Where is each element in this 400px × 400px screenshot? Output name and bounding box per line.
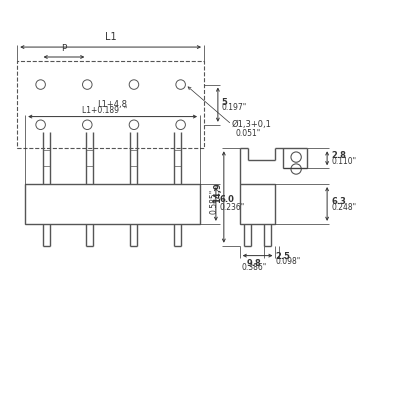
Text: L1+0.189  ": L1+0.189 ": [82, 106, 127, 115]
Text: 9.8: 9.8: [246, 259, 261, 268]
Text: 14,9: 14,9: [213, 183, 222, 204]
Text: 6.3: 6.3: [331, 197, 346, 206]
Text: 0.110": 0.110": [331, 157, 356, 166]
Text: L1+4,8: L1+4,8: [98, 100, 128, 110]
Bar: [240, 184, 276, 224]
Bar: [17, 61, 204, 148]
Text: 2.8: 2.8: [331, 152, 346, 160]
Text: Ø1,3+0,1: Ø1,3+0,1: [232, 120, 272, 129]
Text: 6.0: 6.0: [220, 196, 235, 204]
Text: 0.098": 0.098": [276, 257, 301, 266]
Text: 2.5: 2.5: [276, 252, 290, 261]
Text: 0.248": 0.248": [331, 203, 356, 212]
Text: 0.585": 0.585": [210, 188, 218, 214]
Text: 5: 5: [222, 98, 228, 107]
Text: 0.236": 0.236": [220, 204, 245, 212]
Text: 0.197": 0.197": [222, 103, 247, 112]
Bar: [25, 184, 200, 224]
Text: L1: L1: [105, 32, 116, 42]
Text: 0.386": 0.386": [241, 263, 266, 272]
Text: 0.051": 0.051": [236, 129, 261, 138]
Text: P: P: [61, 44, 67, 53]
